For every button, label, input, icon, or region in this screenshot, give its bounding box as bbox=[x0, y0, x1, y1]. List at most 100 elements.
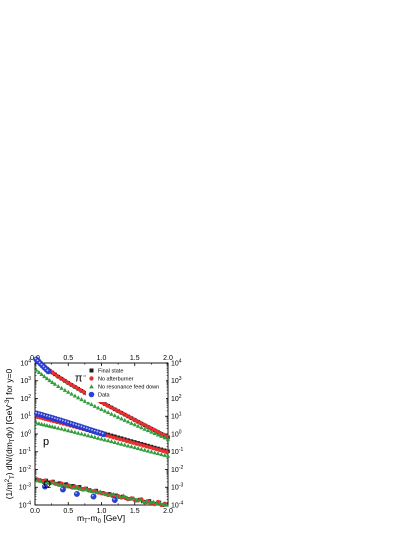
point-circle-pion bbox=[114, 408, 119, 413]
point-ball-proton-highlight bbox=[64, 420, 67, 423]
point-circle-pion bbox=[71, 384, 76, 389]
legend-label-final-state: Final state bbox=[98, 369, 123, 375]
point-triangle-proton bbox=[159, 452, 164, 457]
point-ball-proton-highlight bbox=[96, 430, 99, 433]
point-ball-proton-highlight bbox=[99, 431, 101, 434]
point-triangle-pion bbox=[34, 367, 39, 372]
point-triangle-omega bbox=[157, 500, 163, 505]
legend-marker-triangle bbox=[89, 384, 94, 389]
point-ball-proton-highlight bbox=[91, 428, 93, 431]
point-triangle-proton bbox=[139, 446, 144, 451]
y-tick-label-right: 10-2 bbox=[171, 465, 183, 474]
y-tick-label-left: 103 bbox=[20, 376, 31, 385]
point-triangle-omega bbox=[114, 493, 119, 498]
point-ball-proton-highlight bbox=[80, 425, 83, 428]
point-circle-pion bbox=[148, 425, 153, 430]
legend-label-no-afterburner: No afterburner bbox=[98, 377, 134, 383]
point-triangle-pion bbox=[69, 391, 74, 396]
point-circle-proton bbox=[121, 438, 126, 443]
point-triangle-pion bbox=[82, 398, 88, 403]
point-circle-pion bbox=[68, 382, 73, 387]
point-ball-pion-highlight bbox=[38, 361, 41, 364]
species-label-1: p bbox=[43, 436, 49, 448]
point-circle-proton bbox=[108, 434, 113, 439]
point-triangle-pion bbox=[159, 433, 164, 438]
point-triangle-omega bbox=[54, 481, 60, 486]
point-circle-proton bbox=[151, 446, 156, 451]
point-circle-pion bbox=[58, 375, 63, 380]
species-label-0: π⁻ bbox=[75, 373, 89, 385]
point-triangle-omega bbox=[121, 493, 126, 498]
point-triangle-pion bbox=[99, 407, 104, 412]
point-triangle-omega bbox=[48, 480, 53, 485]
legend: Final state No afterburner No resonance … bbox=[86, 366, 166, 402]
point-triangle-pion bbox=[142, 426, 147, 431]
point-circle-pion bbox=[158, 430, 163, 435]
point-triangle-omega bbox=[84, 486, 90, 491]
point-triangle-omega bbox=[81, 487, 86, 492]
point-triangle-omega bbox=[104, 492, 110, 497]
point-triangle-pion bbox=[119, 416, 124, 421]
point-triangle-pion bbox=[47, 378, 52, 383]
x-tick-label-top: 2.0 bbox=[163, 355, 173, 362]
y-tick-label-left: 101 bbox=[20, 412, 31, 421]
point-triangle-proton bbox=[52, 424, 58, 429]
point-triangle-omega bbox=[51, 480, 56, 485]
point-ball-pion-highlight bbox=[44, 367, 47, 370]
point-triangle-pion bbox=[135, 423, 141, 428]
point-triangle-omega bbox=[74, 484, 80, 489]
point-triangle-omega bbox=[68, 483, 73, 488]
y-tick-label-left: 10-3 bbox=[19, 483, 31, 492]
point-circle-proton bbox=[161, 449, 166, 454]
point-ball-omega-highlight bbox=[61, 487, 64, 490]
point-circle-pion bbox=[134, 418, 139, 423]
point-triangle-proton bbox=[59, 426, 64, 431]
point-ball-proton-highlight bbox=[72, 422, 75, 425]
point-square-omega bbox=[64, 482, 69, 486]
point-ball-omega-highlight bbox=[91, 494, 94, 497]
point-triangle-omega bbox=[64, 484, 70, 489]
point-circle-proton bbox=[158, 448, 163, 453]
legend-marker-circle bbox=[89, 376, 94, 381]
x-tick-label-top: 1.0 bbox=[97, 355, 107, 362]
point-ball-omega-highlight bbox=[113, 498, 115, 501]
y-tick-label-right: 103 bbox=[171, 376, 182, 385]
point-triangle-proton bbox=[109, 439, 114, 444]
point-circle-proton bbox=[111, 435, 116, 440]
point-ball-proton bbox=[100, 431, 107, 438]
point-ball-proton-highlight bbox=[53, 417, 56, 419]
point-ball-proton-highlight bbox=[77, 424, 80, 427]
legend-label-data: Data bbox=[98, 393, 111, 399]
point-triangle-omega bbox=[111, 492, 116, 497]
point-triangle-proton bbox=[72, 429, 78, 434]
point-circle-pion bbox=[61, 378, 66, 383]
point-triangle-proton bbox=[34, 420, 39, 425]
point-triangle-proton bbox=[162, 452, 167, 457]
legend-marker-square bbox=[89, 368, 94, 373]
point-circle-proton bbox=[164, 449, 169, 454]
point-triangle-pion bbox=[76, 395, 81, 400]
point-triangle-proton bbox=[152, 450, 157, 455]
point-triangle-pion bbox=[86, 400, 91, 405]
point-triangle-proton bbox=[62, 427, 68, 432]
point-circle-pion bbox=[51, 371, 56, 376]
point-triangle-pion bbox=[152, 431, 157, 436]
point-circle-pion bbox=[144, 424, 149, 429]
point-triangle-proton bbox=[47, 423, 52, 428]
x-axis-title: mT-m0 [GeV] bbox=[77, 513, 125, 525]
point-triangle-proton bbox=[135, 446, 141, 451]
point-triangle-pion bbox=[62, 387, 68, 392]
legend-marker-ball bbox=[88, 391, 95, 398]
point-circle-proton bbox=[118, 437, 123, 442]
point-triangle-omega bbox=[151, 499, 156, 504]
point-triangle-pion bbox=[52, 381, 58, 386]
point-triangle-proton bbox=[125, 443, 131, 448]
point-ball-proton-highlight bbox=[56, 418, 59, 420]
point-circle-proton bbox=[138, 442, 143, 447]
y-tick-label-right: 102 bbox=[171, 394, 182, 403]
x-tick-label-bottom: 2.0 bbox=[163, 508, 173, 515]
point-triangle-pion bbox=[125, 419, 131, 424]
point-triangle-pion bbox=[39, 372, 44, 377]
point-circle-pion bbox=[151, 427, 156, 432]
